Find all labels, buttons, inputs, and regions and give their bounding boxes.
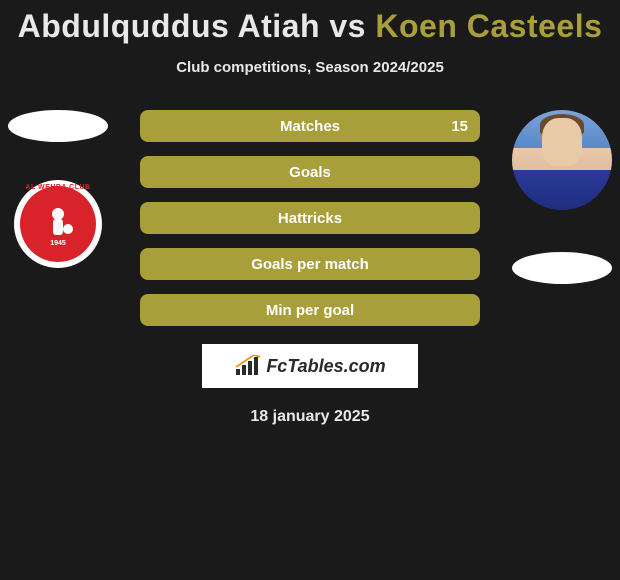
club-badge: AL WEHDA CLUB 1945 [14,180,102,268]
bar-chart-icon [234,355,262,377]
right-blank-ellipse [512,252,612,284]
stats-area: AL WEHDA CLUB 1945 [0,110,620,326]
stat-label: Min per goal [266,302,354,319]
stat-row-min-per-goal: Min per goal [140,294,480,326]
page-title: Abdulquddus Atiah vs Koen Casteels [0,0,620,45]
left-player-column: AL WEHDA CLUB 1945 [8,110,108,274]
left-blank-ellipse [8,110,108,142]
player1-name: Abdulquddus Atiah [18,8,320,44]
stat-rows: Matches 15 Goals Hattricks Goals per mat… [140,110,480,326]
stat-label: Matches [280,118,340,135]
vs-text: vs [329,8,366,44]
stat-row-goals-per-match: Goals per match [140,248,480,280]
date: 18 january 2025 [0,408,620,426]
club-badge-icon: 1945 [33,199,83,249]
right-player-column [512,110,612,284]
logo-box[interactable]: FcTables.com [202,344,418,388]
stat-label: Hattricks [278,210,342,227]
right-player-photo-wrap [512,110,612,210]
stat-row-goals: Goals [140,156,480,188]
stat-label: Goals [289,164,331,181]
stat-label: Goals per match [251,256,369,273]
subtitle: Club competitions, Season 2024/2025 [0,59,620,76]
stat-row-hattricks: Hattricks [140,202,480,234]
club-badge-inner: 1945 [20,186,96,262]
logo-text: FcTables.com [266,356,385,377]
stat-row-matches: Matches 15 [140,110,480,142]
player-photo [512,110,612,210]
stat-right-value: 15 [451,118,468,135]
player2-name: Koen Casteels [375,8,602,44]
club-badge-year: 1945 [50,240,66,247]
left-club-badge-wrap: AL WEHDA CLUB 1945 [8,174,108,274]
